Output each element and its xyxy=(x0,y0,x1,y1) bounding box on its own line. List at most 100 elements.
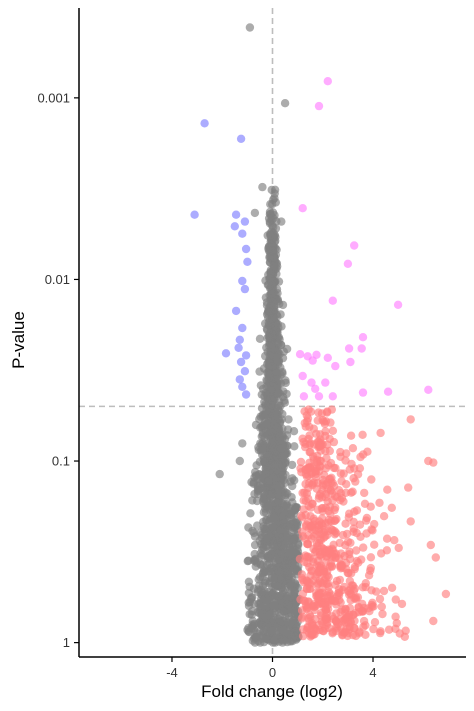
point-not-significant xyxy=(238,439,247,448)
point-not-significant xyxy=(261,351,270,361)
point-up-nonsignificant xyxy=(318,486,327,495)
point-up-nonsignificant xyxy=(397,599,407,609)
point-down-significant xyxy=(231,306,241,316)
point-not-significant xyxy=(270,416,280,425)
point-not-significant xyxy=(260,484,270,493)
point-down-significant xyxy=(200,119,209,128)
point-down-significant xyxy=(235,375,244,384)
point-up-nonsignificant xyxy=(302,584,312,594)
point-up-nonsignificant xyxy=(354,558,363,567)
point-down-significant xyxy=(240,217,250,226)
point-not-significant xyxy=(271,590,280,600)
point-not-significant xyxy=(288,481,297,491)
point-down-significant xyxy=(236,357,246,367)
point-up-nonsignificant xyxy=(362,516,371,525)
x-tick-label: 4 xyxy=(369,665,376,680)
point-up-nonsignificant xyxy=(364,604,373,613)
point-up-nonsignificant xyxy=(367,475,376,484)
point-not-significant xyxy=(267,289,276,298)
point-up-nonsignificant xyxy=(309,514,318,523)
point-up-nonsignificant xyxy=(429,616,438,626)
point-down-significant xyxy=(243,257,252,266)
point-up-nonsignificant xyxy=(391,595,400,604)
point-not-significant xyxy=(264,635,273,644)
point-not-significant xyxy=(245,610,254,619)
point-up-nonsignificant xyxy=(303,552,312,561)
point-up-nonsignificant xyxy=(341,519,350,528)
point-not-significant xyxy=(257,610,266,619)
point-down-significant xyxy=(238,229,247,238)
point-up-nonsignificant xyxy=(338,617,347,626)
point-up-nonsignificant xyxy=(315,594,324,603)
point-up-nonsignificant xyxy=(355,520,365,529)
point-not-significant xyxy=(274,333,284,342)
point-up-nonsignificant xyxy=(387,503,396,512)
point-not-significant xyxy=(268,331,277,340)
point-up-nonsignificant xyxy=(391,612,400,621)
point-up-nonsignificant xyxy=(323,440,332,449)
point-not-significant xyxy=(277,444,286,453)
point-up-nonsignificant xyxy=(325,446,334,456)
point-up-nonsignificant xyxy=(392,618,401,628)
point-not-significant xyxy=(266,369,275,378)
point-not-significant xyxy=(287,460,297,470)
point-up-nonsignificant xyxy=(406,415,415,424)
point-down-significant xyxy=(221,349,231,358)
point-not-significant xyxy=(290,442,299,451)
point-up-nonsignificant xyxy=(316,446,325,455)
point-not-significant xyxy=(259,495,268,504)
point-not-significant xyxy=(250,638,260,647)
x-tick-label: 0 xyxy=(269,665,276,680)
point-up-significant xyxy=(328,392,337,401)
point-up-nonsignificant xyxy=(313,556,323,566)
point-up-nonsignificant xyxy=(305,462,315,471)
point-up-nonsignificant xyxy=(321,427,330,436)
point-up-nonsignificant xyxy=(366,553,376,562)
point-not-significant xyxy=(272,501,281,510)
point-up-nonsignificant xyxy=(359,543,368,552)
point-up-nonsignificant xyxy=(307,521,316,531)
point-down-significant xyxy=(238,382,247,391)
point-not-significant xyxy=(265,253,274,262)
point-up-nonsignificant xyxy=(390,536,399,545)
point-up-nonsignificant xyxy=(323,579,333,588)
point-up-nonsignificant xyxy=(322,620,331,630)
point-down-significant xyxy=(190,210,199,219)
point-up-nonsignificant xyxy=(358,430,367,439)
point-up-nonsignificant xyxy=(323,497,332,506)
point-up-nonsignificant xyxy=(360,488,369,498)
point-down-significant xyxy=(234,343,243,352)
x-axis-ticks: -4 0 4 xyxy=(166,657,377,680)
point-up-nonsignificant xyxy=(376,428,385,438)
point-not-significant xyxy=(278,460,287,469)
point-not-significant xyxy=(268,246,278,255)
point-up-significant xyxy=(323,77,332,86)
point-not-significant xyxy=(256,585,265,595)
point-not-significant xyxy=(280,396,289,405)
point-up-nonsignificant xyxy=(382,534,392,543)
point-up-nonsignificant xyxy=(353,470,363,479)
point-not-significant xyxy=(251,562,260,571)
point-up-significant xyxy=(295,350,305,359)
point-up-nonsignificant xyxy=(343,568,352,578)
point-up-nonsignificant xyxy=(312,456,322,465)
point-up-significant xyxy=(321,378,330,387)
point-down-significant xyxy=(238,323,247,333)
point-not-significant xyxy=(278,300,288,310)
point-up-nonsignificant xyxy=(368,526,377,535)
point-up-nonsignificant xyxy=(336,469,345,478)
point-down-significant xyxy=(240,367,250,376)
point-up-nonsignificant xyxy=(305,431,314,440)
point-up-nonsignificant xyxy=(325,562,334,571)
point-up-nonsignificant xyxy=(312,429,321,438)
point-up-significant xyxy=(344,344,354,353)
point-not-significant xyxy=(271,198,280,207)
point-up-nonsignificant xyxy=(379,512,389,521)
point-up-nonsignificant xyxy=(370,618,380,627)
point-up-nonsignificant xyxy=(309,600,319,609)
point-not-significant xyxy=(258,444,268,454)
y-axis-ticks: 0.001 0.01 0.1 1 xyxy=(37,90,79,650)
point-up-nonsignificant xyxy=(349,586,359,596)
point-not-significant xyxy=(277,575,286,584)
point-not-significant xyxy=(245,582,254,591)
